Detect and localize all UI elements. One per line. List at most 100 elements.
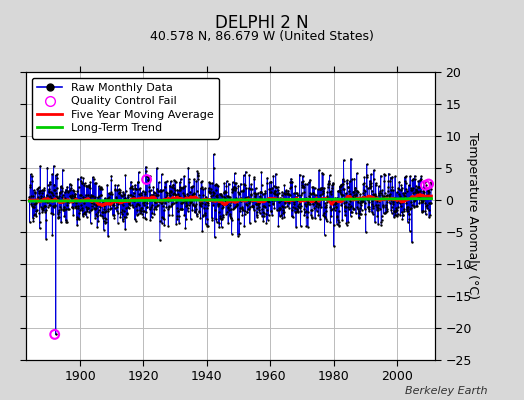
Point: [391, 212, 400, 218]
Point: [402, 186, 410, 192]
Point: [120, 208, 128, 214]
Point: [97, 184, 105, 190]
Point: [131, 185, 139, 191]
Point: [239, 186, 248, 193]
Point: [132, 203, 140, 209]
Point: [188, 192, 196, 199]
Point: [132, 186, 140, 193]
Point: [94, 194, 102, 200]
Point: [423, 202, 431, 208]
Point: [39, 194, 48, 201]
Point: [135, 202, 144, 208]
Point: [261, 204, 269, 210]
Point: [379, 204, 388, 210]
Point: [308, 184, 316, 190]
Point: [259, 203, 267, 209]
Point: [115, 186, 124, 193]
Point: [95, 183, 103, 190]
Point: [196, 201, 204, 207]
Point: [194, 176, 203, 182]
Point: [78, 204, 86, 211]
Point: [276, 195, 285, 201]
Point: [113, 182, 122, 189]
Point: [316, 215, 324, 222]
Point: [356, 200, 364, 207]
Point: [50, 331, 59, 338]
Point: [250, 193, 259, 199]
Point: [57, 183, 65, 190]
Point: [92, 204, 100, 211]
Point: [210, 165, 218, 172]
Point: [408, 202, 416, 208]
Point: [197, 178, 205, 185]
Point: [328, 182, 336, 188]
Point: [101, 220, 110, 226]
Point: [32, 207, 41, 214]
Point: [266, 189, 274, 195]
Point: [99, 200, 107, 206]
Point: [231, 170, 239, 176]
Point: [315, 186, 324, 192]
Point: [34, 185, 42, 192]
Point: [288, 197, 297, 203]
Point: [58, 185, 67, 192]
Point: [268, 200, 277, 206]
Point: [162, 194, 170, 200]
Point: [417, 176, 425, 182]
Point: [406, 194, 414, 200]
Point: [359, 187, 368, 193]
Point: [388, 184, 397, 191]
Point: [87, 198, 95, 205]
Point: [248, 197, 256, 204]
Point: [171, 179, 180, 185]
Point: [82, 182, 91, 189]
Point: [191, 203, 199, 209]
Point: [336, 184, 344, 190]
Point: [48, 232, 57, 238]
Point: [333, 213, 342, 220]
Point: [93, 200, 101, 207]
Point: [181, 183, 189, 190]
Point: [276, 213, 284, 219]
Point: [127, 178, 135, 185]
Point: [331, 200, 340, 207]
Point: [133, 207, 141, 213]
Point: [42, 236, 50, 242]
Point: [425, 181, 434, 187]
Point: [102, 199, 111, 205]
Point: [402, 199, 411, 206]
Point: [244, 197, 253, 204]
Point: [206, 189, 214, 196]
Point: [374, 202, 383, 209]
Point: [355, 214, 364, 220]
Point: [38, 187, 46, 194]
Point: [29, 187, 38, 193]
Point: [410, 198, 418, 204]
Point: [344, 219, 352, 226]
Point: [203, 200, 212, 206]
Point: [326, 206, 335, 213]
Point: [214, 183, 222, 189]
Point: [334, 188, 343, 194]
Point: [60, 206, 68, 212]
Point: [325, 181, 333, 188]
Point: [370, 167, 378, 173]
Point: [333, 194, 342, 201]
Point: [380, 178, 389, 184]
Point: [47, 189, 55, 195]
Point: [78, 180, 86, 186]
Point: [127, 184, 135, 190]
Point: [332, 200, 340, 207]
Point: [222, 178, 231, 184]
Point: [69, 205, 78, 212]
Point: [203, 199, 211, 206]
Point: [241, 194, 249, 201]
Point: [215, 209, 223, 215]
Point: [150, 206, 158, 212]
Point: [85, 182, 93, 188]
Point: [262, 197, 270, 203]
Point: [237, 195, 246, 202]
Point: [302, 195, 310, 202]
Point: [299, 184, 307, 190]
Point: [326, 188, 335, 194]
